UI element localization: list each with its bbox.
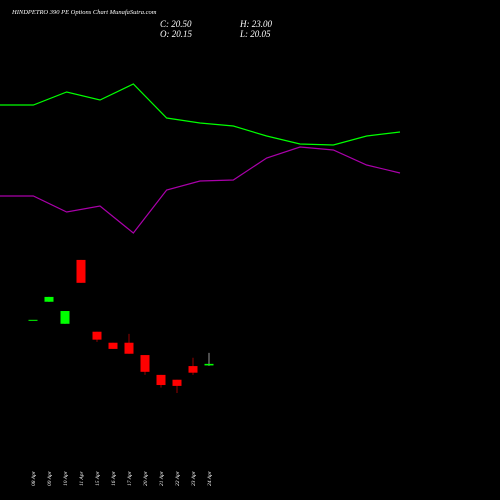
chart-title: HINDPETRO 390 PE Options Chart MunafaSut… [11,9,157,16]
ohlc-label: L: 20.05 [239,29,271,39]
candle-body [124,342,134,354]
candle-body [156,374,166,386]
candle-body [140,355,150,372]
candle-body [28,319,38,321]
x-tick-label: 08 Apr [31,470,37,486]
x-tick-label: 15 Apr [95,470,101,486]
x-tick-label: 22 Apr [175,470,181,486]
candle-body [76,259,86,283]
x-tick-label: 21 Apr [159,470,165,486]
ohlc-label: C: 20.50 [160,19,192,29]
indicator-line [0,83,401,146]
candle-body [92,331,102,340]
candle-body [172,379,182,386]
x-tick-label: 10 Apr [63,470,69,486]
x-tick-label: 11 Apr [79,471,85,486]
candle-body [44,296,54,302]
candle-body [188,366,198,373]
ohlc-label: H: 23.00 [239,19,272,29]
candle-body [60,311,70,324]
x-tick-label: 24 Apr [206,470,213,486]
indicator-line [0,146,401,234]
x-tick-label: 09 Apr [47,470,53,486]
x-tick-label: 20 Apr [143,470,149,486]
x-tick-label: 16 Apr [111,470,117,486]
x-tick-label: 23 Apr [191,470,197,486]
ohlc-label: O: 20.15 [160,29,192,39]
candle-body [204,363,214,366]
x-tick-label: 17 Apr [127,470,133,486]
candle-body [108,342,118,349]
